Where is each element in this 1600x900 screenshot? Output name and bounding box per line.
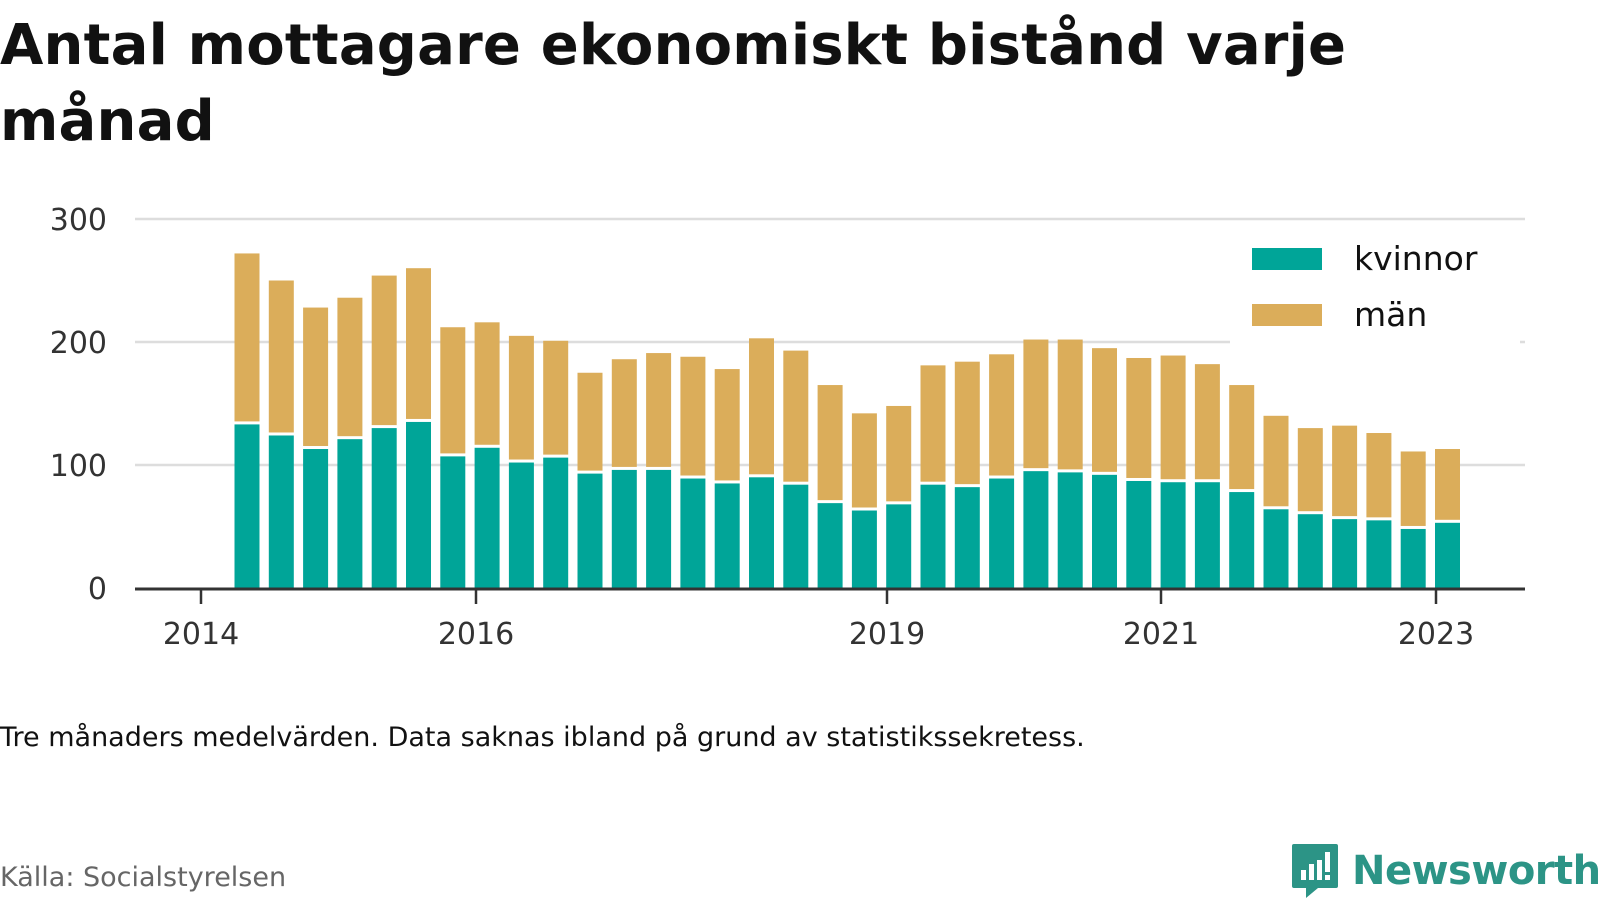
bar-kvinnor xyxy=(508,462,534,588)
bar-kvinnor xyxy=(1229,492,1255,588)
bar-kvinnor xyxy=(1057,472,1083,588)
x-tick-label: 2014 xyxy=(163,617,239,652)
bar-kvinnor xyxy=(783,484,809,588)
bar-kvinnor xyxy=(680,478,706,588)
bar-kvinnor xyxy=(714,483,740,588)
bar-kvinnor xyxy=(1435,522,1460,588)
legend-swatch xyxy=(1252,248,1322,270)
bar-man xyxy=(1126,357,1152,478)
chart-note: Tre månaders medelvärden. Data saknas ib… xyxy=(0,722,1085,753)
bar-kvinnor xyxy=(303,449,329,588)
bar-kvinnor xyxy=(543,457,569,588)
y-axis-labels: 0 100 200 300 xyxy=(50,203,107,607)
bar-kvinnor xyxy=(337,439,363,588)
y-tick-label: 100 xyxy=(50,449,107,484)
x-axis-ticks: 2014 2016 2019 2021 2023 xyxy=(163,590,1474,652)
bar-man xyxy=(1366,433,1392,518)
bar-man xyxy=(406,268,431,419)
y-tick-label: 0 xyxy=(88,572,107,607)
bar-man xyxy=(543,340,569,455)
brand-logo: Newsworthy xyxy=(1290,842,1600,900)
bar-man xyxy=(1160,355,1186,480)
bar-man xyxy=(714,369,740,481)
stacked-bar-chart: 0 100 200 300 2014 2016 2019 2021 2023 kvinnor m… xyxy=(50,203,1525,652)
brand-name: Newsworthy xyxy=(1352,848,1600,894)
bar-kvinnor xyxy=(234,424,260,588)
bar-kvinnor xyxy=(1126,480,1152,588)
bar-kvinnor xyxy=(817,503,843,588)
bar-kvinnor xyxy=(920,484,946,588)
bar-man xyxy=(371,275,397,426)
bar-kvinnor xyxy=(268,435,294,588)
x-tick-label: 2023 xyxy=(1398,617,1474,652)
bar-kvinnor xyxy=(440,456,466,588)
x-tick-label: 2019 xyxy=(849,617,925,652)
bar-kvinnor xyxy=(611,469,637,588)
legend: kvinnor män xyxy=(1230,228,1520,348)
bar-man xyxy=(1092,348,1117,472)
source-label: Källa: Socialstyrelsen xyxy=(0,862,287,893)
bar-man xyxy=(474,322,500,445)
bar-man xyxy=(1435,449,1460,520)
bar-man xyxy=(268,280,294,433)
legend-swatch xyxy=(1252,304,1322,326)
bar-man xyxy=(749,338,774,475)
bar-man xyxy=(783,350,809,482)
newsworthy-icon xyxy=(1292,844,1338,898)
bar-kvinnor xyxy=(1023,471,1049,588)
bar-kvinnor xyxy=(1263,509,1289,588)
bar-kvinnor xyxy=(1400,528,1426,588)
bar-man xyxy=(577,372,603,471)
bar-man xyxy=(1332,425,1358,517)
bar-man xyxy=(303,307,329,447)
bar-kvinnor xyxy=(954,487,980,588)
bar-kvinnor xyxy=(371,428,397,588)
bar-kvinnor xyxy=(1092,474,1117,588)
bar-man xyxy=(1229,385,1255,490)
bar-kvinnor xyxy=(1160,482,1186,588)
bar-kvinnor xyxy=(474,447,500,588)
bar-kvinnor xyxy=(749,477,774,588)
y-tick-label: 300 xyxy=(50,203,107,238)
bar-man xyxy=(1400,451,1426,526)
y-tick-label: 200 xyxy=(50,326,107,361)
bar-man xyxy=(1263,415,1289,507)
bar-kvinnor xyxy=(646,469,672,588)
bar-kvinnor xyxy=(1194,482,1220,588)
bar-kvinnor xyxy=(1297,514,1323,588)
bar-kvinnor xyxy=(989,478,1015,588)
bar-man xyxy=(337,297,363,437)
bar-kvinnor xyxy=(886,504,912,588)
bar-man xyxy=(1194,364,1220,480)
bars xyxy=(234,253,1460,588)
bar-man xyxy=(1057,339,1083,470)
bar-man xyxy=(440,327,466,454)
bar-man xyxy=(886,405,912,502)
bar-man xyxy=(817,385,843,501)
bar-man xyxy=(680,356,706,476)
bar-man xyxy=(954,361,980,485)
legend-label: kvinnor xyxy=(1354,239,1478,278)
x-tick-label: 2016 xyxy=(438,617,514,652)
x-tick-label: 2021 xyxy=(1123,617,1199,652)
bar-man xyxy=(508,335,534,460)
bar-man xyxy=(989,354,1015,476)
bar-man xyxy=(1023,339,1049,469)
bar-kvinnor xyxy=(406,421,431,588)
bar-man xyxy=(646,353,672,467)
bar-man xyxy=(920,365,946,482)
bar-man xyxy=(611,359,637,467)
bar-man xyxy=(851,413,877,508)
bar-kvinnor xyxy=(1366,520,1392,588)
bar-kvinnor xyxy=(1332,519,1358,588)
legend-label: män xyxy=(1354,295,1427,334)
bar-man xyxy=(1297,428,1323,512)
bar-kvinnor xyxy=(851,510,877,588)
chart-title: Antal mottagare ekonomiskt bistånd varje… xyxy=(0,13,1347,154)
bar-man xyxy=(234,253,260,422)
bar-kvinnor xyxy=(577,473,603,588)
